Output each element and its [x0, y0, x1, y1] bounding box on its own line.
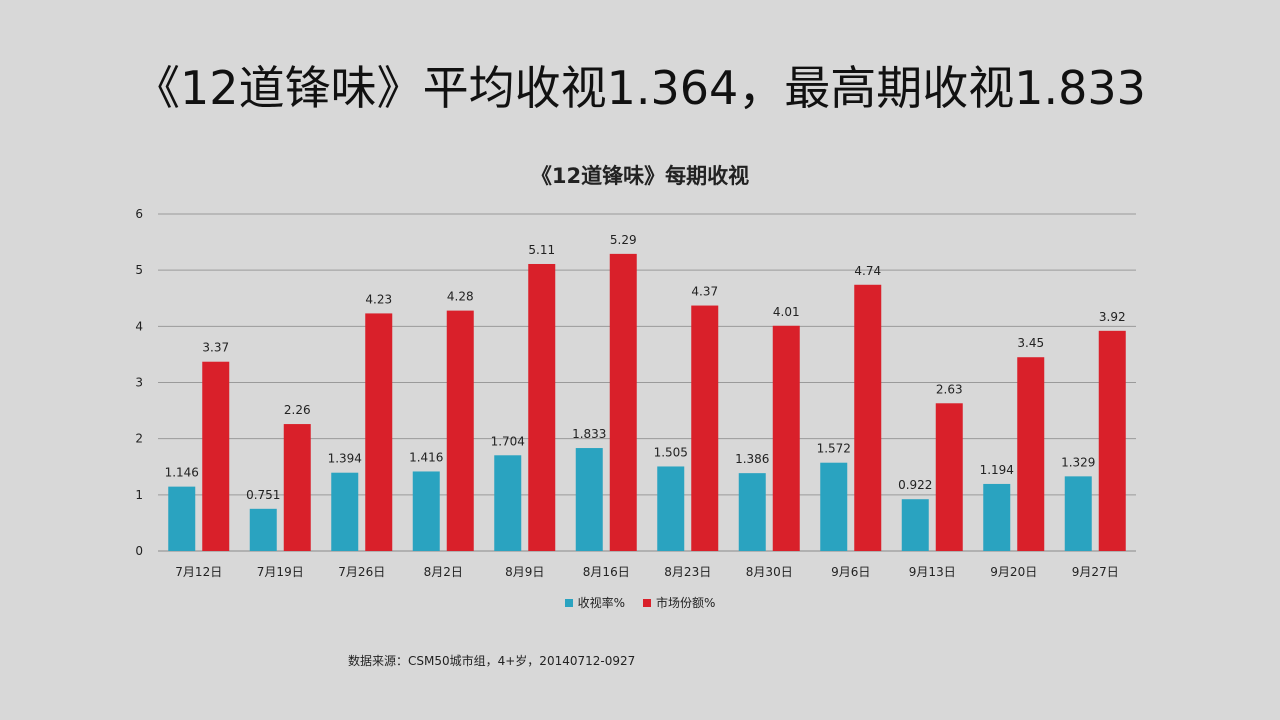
x-tick-label-10: 9月20日 [990, 565, 1037, 579]
x-tick-label-8: 9月6日 [831, 565, 870, 579]
bar-share-10 [1017, 357, 1045, 551]
data-source-note: 数据来源：CSM50城市组，4+岁，20140712-0927 [348, 654, 636, 668]
bar-rating-11 [1064, 476, 1092, 551]
x-tick-label-9: 9月13日 [909, 565, 956, 579]
x-tick-label-0: 7月12日 [175, 565, 222, 579]
bar-share-2 [365, 313, 393, 551]
bar-rating-8 [820, 462, 848, 551]
bar-rating-10 [983, 483, 1011, 551]
bar-rating-3 [412, 471, 440, 551]
y-tick-label-6: 6 [135, 207, 143, 221]
bar-rating-0 [168, 486, 196, 551]
bar-share-7 [772, 325, 800, 551]
data-label-rating-3: 1.416 [409, 450, 443, 464]
bar-rating-9 [901, 499, 929, 551]
bar-share-9 [935, 403, 963, 551]
data-label-share-9: 2.63 [936, 382, 963, 396]
bar-rating-6 [657, 466, 685, 551]
bar-rating-5 [575, 448, 603, 551]
data-label-rating-5: 1.833 [572, 427, 606, 441]
data-label-share-5: 5.29 [610, 233, 637, 247]
bar-rating-2 [331, 472, 359, 551]
bar-share-4 [528, 263, 556, 551]
x-tick-label-6: 8月23日 [664, 565, 711, 579]
data-label-share-6: 4.37 [691, 285, 718, 299]
data-label-rating-11: 1.329 [1061, 455, 1095, 469]
legend-item-rating: 收视率% [564, 594, 625, 611]
slide-title: 《12道锋味》平均收视1.364，最高期收视1.833 [134, 61, 1146, 115]
data-label-share-8: 4.74 [854, 264, 881, 278]
y-tick-label-2: 2 [135, 432, 143, 446]
x-tick-label-5: 8月16日 [583, 565, 630, 579]
x-tick-label-4: 8月9日 [505, 565, 544, 579]
y-tick-label-4: 4 [135, 319, 143, 333]
data-label-share-0: 3.37 [202, 341, 229, 355]
data-label-rating-0: 1.146 [165, 466, 199, 480]
data-label-rating-8: 1.572 [817, 442, 851, 456]
bar-share-5 [609, 253, 637, 551]
data-label-share-4: 5.11 [528, 243, 555, 257]
bar-share-1 [283, 424, 311, 551]
legend-label-share: 市场份额% [656, 596, 716, 610]
bar-share-6 [691, 305, 719, 551]
bar-rating-7 [738, 473, 766, 551]
legend-swatch-share [643, 598, 651, 607]
x-tick-label-11: 9月27日 [1072, 565, 1119, 579]
legend-item-share: 市场份额% [643, 594, 715, 611]
data-label-share-3: 4.28 [447, 290, 474, 304]
x-tick-label-3: 8月2日 [424, 565, 463, 579]
bar-share-3 [446, 310, 474, 551]
data-label-rating-2: 1.394 [328, 452, 362, 466]
y-tick-label-5: 5 [135, 263, 143, 277]
data-label-share-7: 4.01 [773, 305, 800, 319]
data-label-rating-10: 1.194 [980, 463, 1014, 477]
data-label-share-11: 3.92 [1099, 310, 1126, 324]
data-label-share-2: 4.23 [365, 292, 392, 306]
data-label-share-1: 2.26 [284, 403, 311, 417]
bar-rating-4 [494, 455, 522, 551]
x-tick-label-1: 7月19日 [257, 565, 304, 579]
y-tick-label-0: 0 [135, 544, 143, 558]
data-label-rating-9: 0.922 [898, 478, 932, 492]
bar-share-8 [854, 284, 882, 551]
chart-legend: 收视率% 市场份额% [0, 594, 1280, 611]
x-tick-label-7: 8月30日 [746, 565, 793, 579]
data-label-rating-6: 1.505 [654, 445, 688, 459]
data-label-rating-7: 1.386 [735, 452, 769, 466]
data-label-rating-4: 1.704 [491, 434, 525, 448]
data-label-share-10: 3.45 [1017, 336, 1044, 350]
x-tick-label-2: 7月26日 [338, 565, 385, 579]
y-tick-label-3: 3 [135, 376, 143, 390]
bar-rating-1 [249, 508, 277, 551]
legend-label-rating: 收视率% [577, 596, 625, 610]
chart-title: 《12道锋味》每期收视 [530, 164, 750, 188]
bar-share-0 [202, 361, 230, 551]
legend-swatch-rating [564, 598, 573, 607]
bar-share-11 [1098, 330, 1126, 551]
data-label-rating-1: 0.751 [246, 488, 280, 502]
y-tick-label-1: 1 [135, 488, 143, 502]
